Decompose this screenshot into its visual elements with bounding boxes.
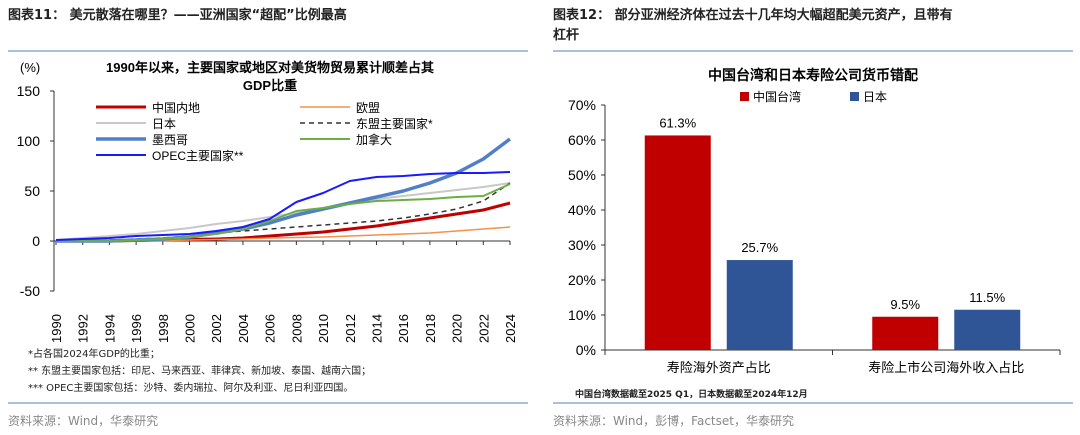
data-label: 11.5% <box>969 290 1005 305</box>
data-label: 9.5% <box>890 297 920 312</box>
chart-title: 1990年以来，主要国家或地区对美货物贸易累计顺差占其 <box>106 60 434 75</box>
legend-label: OPEC主要国家** <box>152 148 244 163</box>
y-tick-label: 0% <box>576 342 596 358</box>
legend-swatch <box>740 92 749 101</box>
x-tick-label: 2008 <box>289 314 304 343</box>
title-line-1: 图表12： 部分亚洲经济体在过去十几年均大幅超配美元资产，且带有 <box>553 8 953 23</box>
y-axis-label: (%) <box>20 60 40 75</box>
legend-label: 中国内地 <box>152 100 200 115</box>
divider <box>553 402 1073 404</box>
legend-label: 墨西哥 <box>152 133 188 147</box>
y-tick-label: 50% <box>568 167 596 183</box>
note-1: *占各国2024年GDP的比重； <box>28 349 160 360</box>
divider <box>8 50 528 52</box>
y-tick-label: 50 <box>24 183 40 199</box>
y-tick-label: 10% <box>568 307 596 323</box>
legend-label: 加拿大 <box>356 132 392 147</box>
x-tick-label: 2004 <box>236 314 251 343</box>
x-category-label: 寿险海外资产占比 <box>667 360 771 375</box>
note-2: ** 东盟主要国家包括：印尼、马来西亚、菲律宾、新加坡、泰国、越南六国； <box>28 366 372 377</box>
legend-label: 日本 <box>152 117 176 131</box>
series-line <box>56 183 511 242</box>
note-3: *** OPEC主要国家包括：沙特、委内瑞拉、阿尔及利亚、尼日利亚四国。 <box>28 383 354 394</box>
chart-title: 中国台湾和日本寿险公司货币错配 <box>708 67 918 83</box>
left-figure-title: 图表11： 美元散落在哪里？——亚洲国家“超配”比例最高 <box>8 8 347 23</box>
x-tick-label: 2024 <box>503 314 518 343</box>
x-tick-label: 1994 <box>102 314 117 343</box>
x-tick-label: 2006 <box>263 314 278 343</box>
left-notes: *占各国2024年GDP的比重； ** 东盟主要国家包括：印尼、马来西亚、菲律宾… <box>28 346 371 397</box>
y-tick-label: 100 <box>17 133 41 149</box>
bar <box>954 309 1021 350</box>
y-tick-label: 60% <box>568 132 596 148</box>
y-tick-label: 40% <box>568 202 596 218</box>
y-tick-label: 70% <box>568 97 596 113</box>
right-figure-title: 图表12： 部分亚洲经济体在过去十几年均大幅超配美元资产，且带有 杠杆 <box>553 6 953 46</box>
y-tick-label: -50 <box>20 283 40 299</box>
y-tick-label: 30% <box>568 237 596 253</box>
bar <box>644 135 711 350</box>
line-chart: 1990年以来，主要国家或地区对美货物贸易累计顺差占其 GDP比重 (%) -50 0 5… <box>17 60 518 343</box>
data-label: 25.7% <box>741 240 778 255</box>
x-tick-label: 1998 <box>156 314 171 343</box>
bar <box>872 316 939 350</box>
x-tick-label: 2014 <box>369 314 384 343</box>
divider <box>553 50 1073 52</box>
legend-swatch <box>850 92 859 101</box>
legend-label: 欧盟 <box>356 101 380 115</box>
title-line-2: 杠杆 <box>553 28 580 43</box>
x-tick-label: 2018 <box>423 314 438 343</box>
chart-title: GDP比重 <box>243 78 297 93</box>
x-tick-label: 2022 <box>476 314 491 343</box>
x-tick-label: 2010 <box>316 314 331 343</box>
x-tick-label: 2000 <box>183 314 198 343</box>
x-tick-label: 2016 <box>396 314 411 343</box>
data-label: 61.3% <box>659 115 696 130</box>
legend-label: 日本 <box>863 90 887 104</box>
x-tick-label: 1992 <box>76 314 91 343</box>
x-tick-label: 1996 <box>129 314 144 343</box>
right-source: 资料来源：Wind，彭博，Factset，华泰研究 <box>553 414 794 428</box>
bar <box>726 260 793 350</box>
left-source: 资料来源：Wind，华泰研究 <box>8 414 159 428</box>
right-note: 中国台湾数据截至2025 Q1，日本数据截至2024年12月 <box>575 390 808 400</box>
x-tick-label: 2012 <box>343 314 358 343</box>
legend-label: 中国台湾 <box>753 89 801 104</box>
y-tick-label: 150 <box>17 83 41 99</box>
legend-label: 东盟主要国家* <box>356 116 433 131</box>
y-tick-label: 0 <box>32 233 40 249</box>
x-category-label: 寿险上市公司海外收入占比 <box>868 360 1024 375</box>
y-tick-label: 20% <box>568 272 596 288</box>
series-line <box>55 171 511 241</box>
x-tick-label: 2002 <box>209 314 224 343</box>
x-tick-label: 1990 <box>49 314 64 343</box>
divider <box>8 402 528 404</box>
x-tick-label: 2020 <box>450 314 465 343</box>
